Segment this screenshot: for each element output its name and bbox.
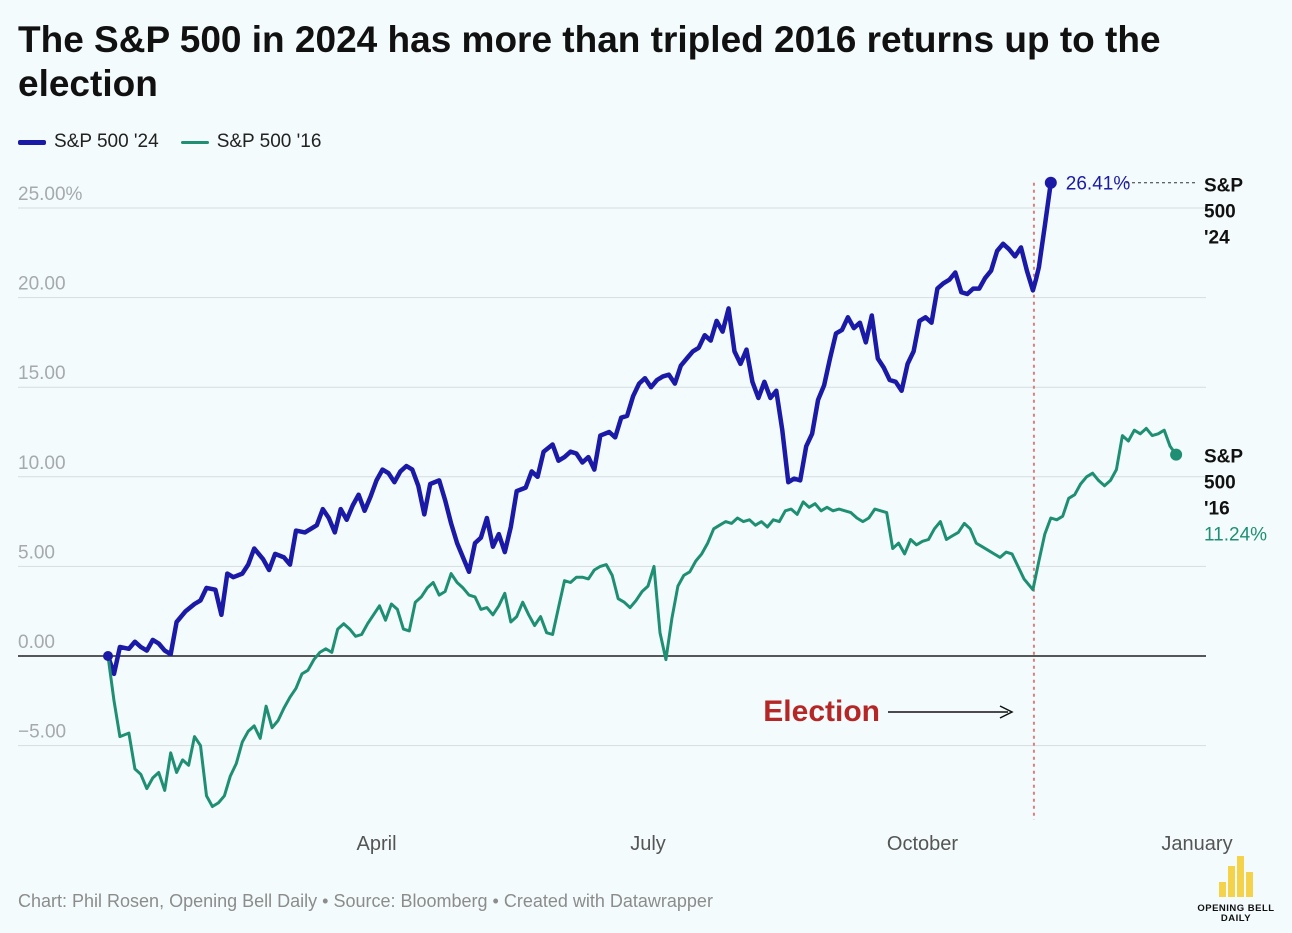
series-end-label-sp500-24: '24	[1204, 228, 1230, 249]
line-chart: 25.00% 20.00 15.00 10.00 5.00 0.00 −5.00 April J…	[18, 174, 1267, 855]
y-tick-label: 15.00	[18, 363, 66, 384]
legend-label-sp500-24: S&P 500 '24	[54, 131, 159, 152]
legend-label-sp500-16: S&P 500 '16	[216, 131, 322, 152]
end-value-label-sp500-24: 26.41%	[1066, 174, 1131, 195]
election-arrow-head	[999, 705, 1014, 719]
series-end-label-sp500-24: 500	[1204, 202, 1236, 223]
series-line-sp500-24	[105, 180, 1054, 677]
y-tick-label: 0.00	[18, 632, 55, 653]
legend-swatch-sp500-16	[180, 140, 209, 144]
series-line-sp500-16	[106, 426, 1178, 808]
x-tick-label: April	[357, 833, 397, 855]
series-end-label-sp500-24: S&P	[1204, 176, 1243, 197]
x-tick-label: October	[887, 833, 958, 855]
election-label: Election	[763, 695, 880, 728]
y-tick-label: 25.00%	[18, 184, 83, 205]
y-tick-label: −5.00	[18, 722, 66, 743]
y-tick-label: 5.00	[18, 542, 55, 563]
bar-chart-logo-icon	[1219, 856, 1253, 897]
y-tick-label: 10.00	[18, 453, 66, 474]
legend-item-sp500-16: S&P 500 '16	[180, 131, 322, 153]
legend: S&P 500 '24 S&P 500 '16	[18, 131, 321, 153]
legend-swatch-sp500-24	[18, 139, 46, 145]
chart-footer: Chart: Phil Rosen, Opening Bell Daily • …	[18, 891, 713, 911]
logo-text: OPENING BELL DAILY	[1197, 903, 1275, 924]
series-start-point	[103, 651, 113, 661]
x-tick-label: July	[630, 833, 666, 855]
opening-bell-logo: OPENING BELL DAILY	[1186, 852, 1286, 924]
end-value-label-sp500-16: 11.24%	[1204, 525, 1267, 546]
series-end-label-sp500-16: S&P	[1204, 447, 1243, 468]
series-end-point-sp500-16	[1170, 448, 1183, 461]
series-end-label-sp500-16: '16	[1204, 499, 1230, 520]
series-end-point-sp500-24	[1044, 176, 1057, 189]
legend-item-sp500-24: S&P 500 '24	[18, 131, 159, 153]
y-tick-label: 20.00	[18, 274, 66, 295]
chart-title: The S&P 500 in 2024 has more than triple…	[18, 19, 1161, 104]
x-tick-label: January	[1161, 833, 1232, 855]
series-end-label-sp500-16: 500	[1204, 473, 1236, 494]
